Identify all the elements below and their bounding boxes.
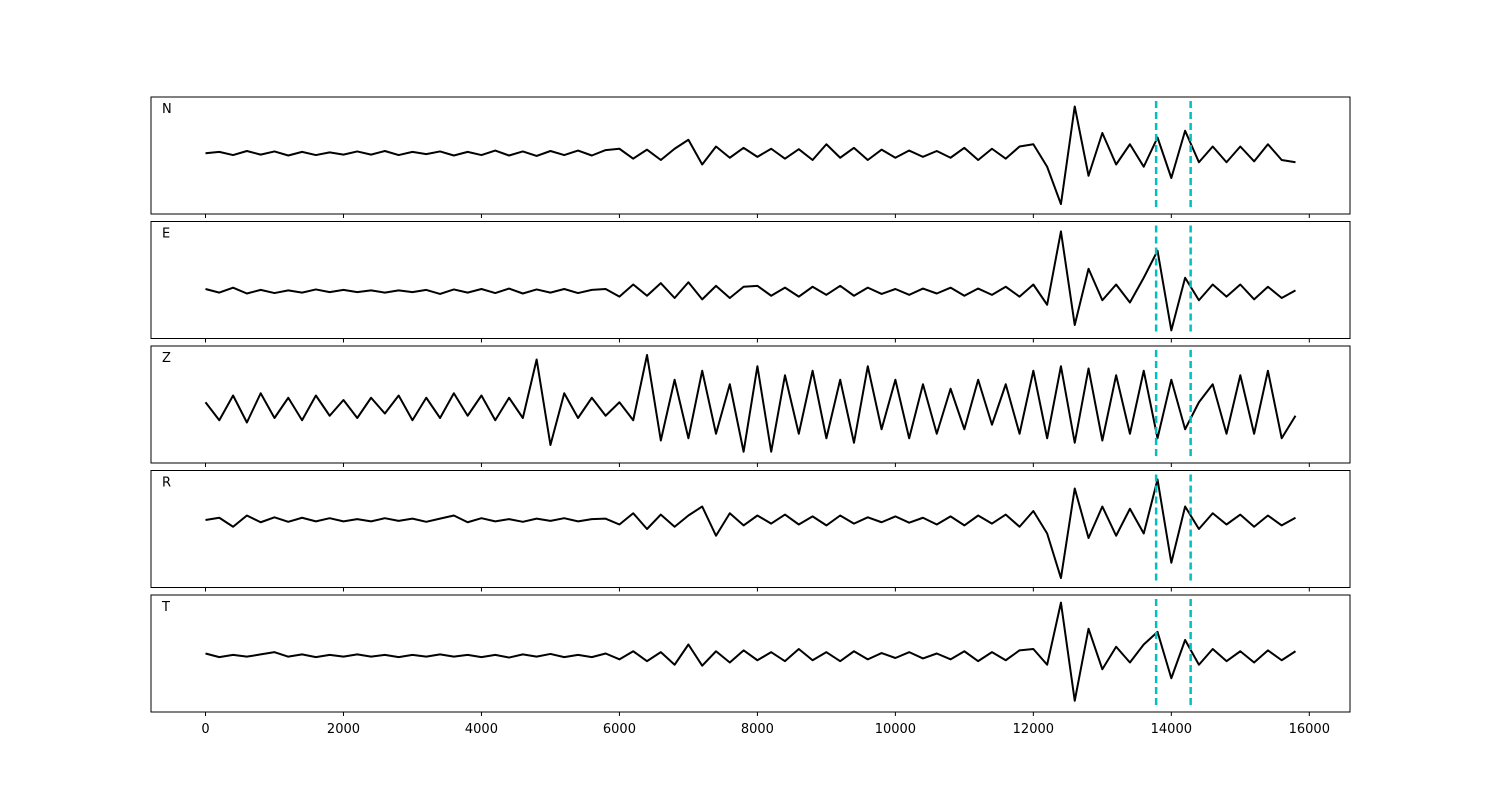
panel-frame (150, 594, 1351, 713)
x-tick-label: 8000 (741, 722, 774, 737)
waveform (205, 105, 1296, 206)
panel-label: T (161, 600, 170, 615)
panel-label: Z (162, 351, 171, 366)
x-tick-label: 4000 (465, 722, 498, 737)
waveform (205, 601, 1297, 702)
x-tick-label: 12000 (1013, 722, 1054, 737)
x-tick-label: 10000 (875, 722, 916, 737)
waveform (204, 354, 1297, 453)
x-tick-label: 16000 (1289, 722, 1330, 737)
x-tick-label: 6000 (603, 722, 636, 737)
panel-label: R (162, 476, 171, 491)
panel-frame (150, 221, 1351, 339)
panel-frame (150, 470, 1351, 588)
x-tick-label: 2000 (327, 722, 360, 737)
waveform (205, 478, 1296, 580)
panel-label: E (162, 227, 170, 242)
waveform (205, 230, 1296, 332)
x-tick-label: 14000 (1151, 722, 1192, 737)
panel-frame (150, 345, 1351, 464)
panel-frame (150, 96, 1351, 215)
panel-label: N (162, 102, 172, 117)
x-tick-label: 0 (201, 722, 209, 737)
